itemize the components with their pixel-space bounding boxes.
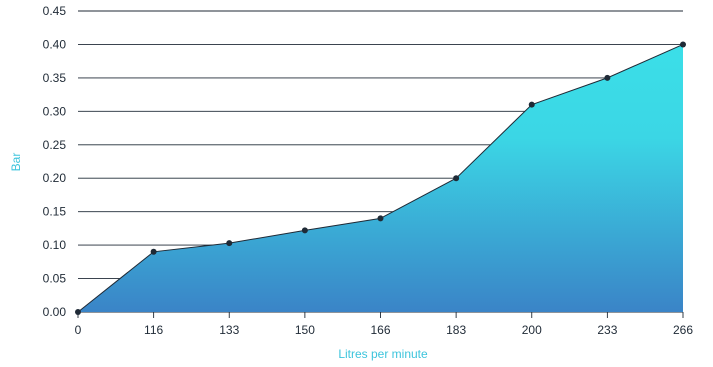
y-tick-label: 0.35 bbox=[43, 71, 67, 85]
data-point bbox=[377, 215, 384, 222]
y-axis-title: Bar bbox=[9, 153, 23, 172]
x-tick-label: 266 bbox=[673, 323, 693, 337]
data-point bbox=[150, 248, 157, 255]
data-point bbox=[226, 240, 233, 247]
y-tick-label: 0.00 bbox=[43, 305, 67, 319]
data-point bbox=[453, 175, 460, 182]
y-tick-label: 0.20 bbox=[43, 171, 67, 185]
data-points bbox=[75, 41, 686, 315]
x-tick-label: 200 bbox=[522, 323, 542, 337]
y-tick-label: 0.40 bbox=[43, 37, 67, 51]
x-tick-label: 116 bbox=[144, 323, 163, 337]
x-tick-label: 183 bbox=[446, 323, 466, 337]
x-tick-label: 0 bbox=[75, 323, 82, 337]
y-tick-label: 0.45 bbox=[43, 4, 67, 18]
y-tick-label: 0.05 bbox=[43, 272, 67, 286]
y-tick-label: 0.10 bbox=[43, 238, 67, 252]
x-tick-label: 150 bbox=[295, 323, 315, 337]
x-tick-label: 133 bbox=[219, 323, 239, 337]
x-tick-label: 233 bbox=[597, 323, 617, 337]
x-tick-label: 166 bbox=[370, 323, 390, 337]
data-point bbox=[604, 74, 611, 81]
y-tick-label: 0.25 bbox=[43, 138, 67, 152]
x-axis-ticks: 0 116 133 150 166 183 200 233 266 bbox=[75, 312, 693, 337]
y-tick-label: 0.15 bbox=[43, 205, 67, 219]
data-point bbox=[301, 227, 308, 234]
data-point bbox=[528, 101, 535, 108]
y-axis-ticks: 0.00 0.05 0.10 0.15 0.20 0.25 0.30 0.35 0.40 0.45 bbox=[43, 4, 67, 319]
x-axis-title: Litres per minute bbox=[338, 347, 428, 361]
y-tick-label: 0.30 bbox=[43, 104, 67, 118]
data-point bbox=[680, 41, 686, 48]
